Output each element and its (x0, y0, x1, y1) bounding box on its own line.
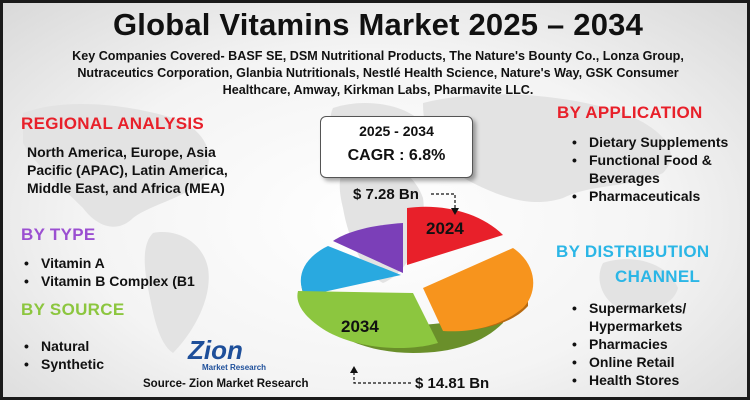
by-source-heading: BY SOURCE (21, 300, 125, 319)
zion-logo: Zion Market Research (188, 337, 268, 377)
list-item: Natural (21, 337, 104, 355)
logo-wordmark: Zion (188, 335, 243, 365)
by-type-list: Vitamin A Vitamin B Complex (B1 (21, 254, 195, 290)
source-note: Source- Zion Market Research (143, 378, 309, 390)
arrow-2024 (431, 193, 456, 210)
pie-label-2034: 2034 (341, 317, 379, 336)
by-distribution-list: Supermarkets/ Hypermarkets Pharmacies On… (569, 299, 744, 389)
arrow-head-2024 (451, 208, 459, 215)
list-item: Dietary Supplements (569, 133, 744, 151)
value-2024: $ 7.28 Bn (353, 186, 419, 203)
list-item: Vitamin A (21, 254, 195, 272)
list-item: Vitamin B Complex (B1 (21, 272, 195, 290)
list-item: Pharmaceuticals (569, 187, 744, 205)
regional-analysis-heading: REGIONAL ANALYSIS (21, 114, 205, 133)
regional-analysis-text: North America, Europe, Asia Pacific (APA… (27, 144, 228, 196)
pie-graphic (297, 193, 534, 384)
list-item: Supermarkets/ Hypermarkets (569, 299, 744, 335)
page-title: Global Vitamins Market 2025 – 2034 (112, 7, 644, 42)
list-item: Pharmacies (569, 335, 744, 353)
list-item: Synthetic (21, 355, 104, 373)
key-companies-text: Key Companies Covered- BASF SE, DSM Nutr… (72, 49, 684, 97)
by-application-list: Dietary Supplements Functional Food & Be… (569, 133, 744, 205)
arrow-head-2034 (350, 366, 358, 373)
by-distribution-heading: BY DISTRIBUTION (556, 242, 710, 261)
pie-slice-blue (300, 246, 401, 296)
by-source-list: Natural Synthetic (21, 337, 104, 373)
value-2034: $ 14.81 Bn (415, 375, 490, 392)
list-item: Functional Food & Beverages (569, 151, 744, 187)
cagr-years: 2025 - 2034 (359, 123, 434, 139)
arrow-2034 (353, 372, 413, 384)
pie-slice-purple (333, 223, 403, 273)
pie-slice-red (407, 206, 503, 265)
list-item: Health Stores (569, 371, 744, 389)
pie-label-2024: 2024 (426, 219, 464, 238)
pie-slice-green (297, 291, 438, 349)
by-type-heading: BY TYPE (21, 225, 96, 244)
cagr-value: CAGR : 6.8% (347, 147, 446, 164)
logo-subtitle: Market Research (202, 363, 267, 372)
by-application-heading: BY APPLICATION (557, 103, 703, 122)
list-item: Online Retail (569, 353, 744, 371)
by-distribution-heading-line2: CHANNEL (615, 267, 701, 286)
cagr-box: 2025 - 2034 CAGR : 6.8% (320, 116, 473, 178)
pie-slice-orange (423, 248, 534, 332)
